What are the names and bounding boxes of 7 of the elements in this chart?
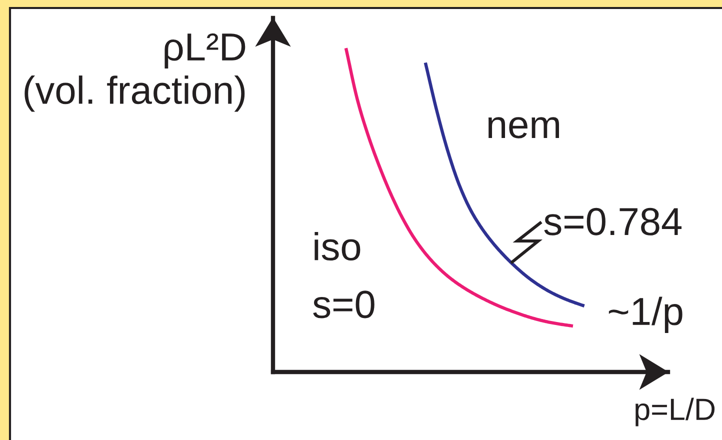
x-axis-title: p=L/D (636, 398, 715, 426)
text: ~1/p (608, 296, 682, 333)
annotation: iso (314, 232, 360, 261)
annotation: s=0 (313, 290, 374, 318)
annotation: nem (488, 117, 559, 138)
annotation: s=0.784 (544, 208, 682, 236)
y-axis-title: ρL²D (vol. fraction) (24, 33, 246, 112)
